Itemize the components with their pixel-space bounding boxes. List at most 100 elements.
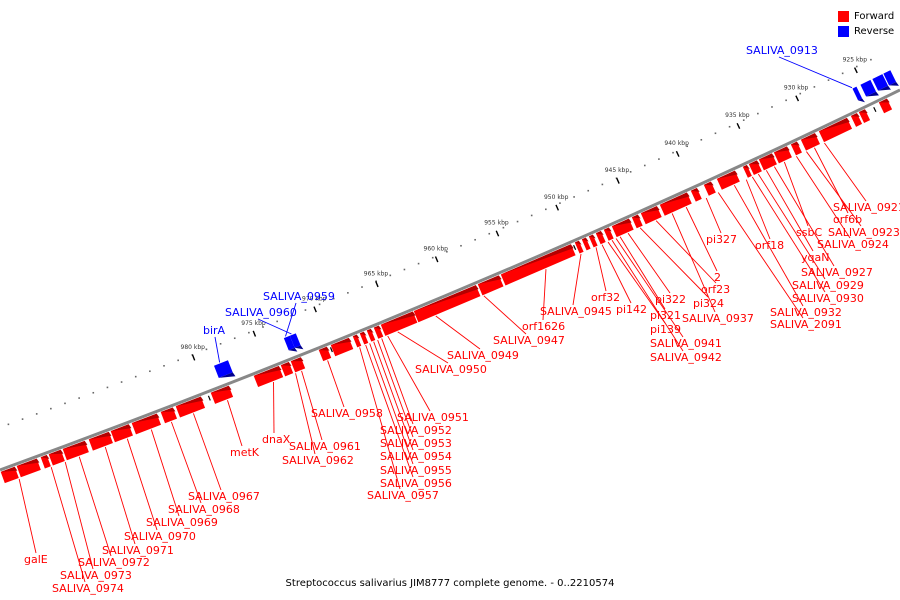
gene-label-saliva-0955[interactable]: SALIVA_0955 <box>380 464 452 477</box>
gene-label-orf18[interactable]: orf18 <box>755 239 784 252</box>
gene-shape[interactable] <box>213 360 233 378</box>
gene-shape[interactable] <box>603 227 614 241</box>
gene-block-saliva-0913[interactable] <box>860 79 879 97</box>
gene-label-saliva-0970[interactable]: SALIVA_0970 <box>124 530 196 543</box>
gene-block-saliva-0972[interactable] <box>48 449 65 466</box>
gene-label-orf6b[interactable]: orf6b <box>833 213 862 226</box>
gene-block-saliva-0968[interactable] <box>131 413 162 435</box>
gene-shape[interactable] <box>790 141 802 156</box>
gene-label-orf1626[interactable]: orf1626 <box>522 320 565 333</box>
gene-block-pi321[interactable] <box>640 206 662 225</box>
gene-block-saliva-0950[interactable] <box>413 285 481 323</box>
gene-block-saliva-0957[interactable] <box>318 346 332 362</box>
gene-block-pi324[interactable] <box>690 188 702 202</box>
gene-shape[interactable] <box>581 237 591 251</box>
gene-label-saliva-0956[interactable]: SALIVA_0956 <box>380 477 452 490</box>
gene-shape[interactable] <box>210 385 234 404</box>
gene-block-saliva-0953[interactable] <box>366 328 376 342</box>
gene-shape[interactable] <box>716 170 740 190</box>
gene-shape[interactable] <box>366 328 376 342</box>
gene-shape[interactable] <box>110 424 133 443</box>
gene-label-saliva-0969[interactable]: SALIVA_0969 <box>146 516 218 529</box>
gene-block-saliva-0945[interactable] <box>581 237 591 251</box>
gene-shape[interactable] <box>595 231 606 245</box>
gene-shape[interactable] <box>16 458 41 478</box>
gene-shape[interactable] <box>631 214 643 229</box>
gene-shape[interactable] <box>852 86 863 101</box>
gene-shape[interactable] <box>373 325 384 339</box>
gene-block-orf23[interactable] <box>703 181 716 196</box>
gene-shape[interactable] <box>850 113 863 127</box>
gene-block-saliva-0949[interactable] <box>477 275 504 296</box>
gene-label-saliva-0927[interactable]: SALIVA_0927 <box>801 266 873 279</box>
gene-label-saliva-0937[interactable]: SALIVA_0937 <box>682 312 754 325</box>
gene-shape[interactable] <box>413 285 481 323</box>
gene-label-ssbc[interactable]: ssbC <box>796 226 822 239</box>
gene-block-saliva-0954[interactable] <box>359 331 369 345</box>
gene-block-saliva-0974[interactable] <box>16 458 41 478</box>
gene-label-orf32[interactable]: orf32 <box>591 291 620 304</box>
gene-block-ssbc[interactable] <box>878 98 893 114</box>
gene-label-saliva-0921[interactable]: SALIVA_0921 <box>833 201 900 214</box>
gene-block-saliva-0961[interactable] <box>280 362 294 377</box>
gene-label-saliva-0974[interactable]: SALIVA_0974 <box>52 582 124 595</box>
gene-block-pi142[interactable] <box>595 231 606 245</box>
gene-block-saliva-0958[interactable] <box>290 357 306 373</box>
gene-block-saliva-0973[interactable] <box>40 454 51 469</box>
gene-label-saliva-0949[interactable]: SALIVA_0949 <box>447 349 519 362</box>
gene-block-pi327[interactable] <box>748 160 762 175</box>
gene-label-pi322[interactable]: pi322 <box>655 293 686 306</box>
gene-block-bira[interactable] <box>852 86 865 103</box>
gene-label-saliva-0913[interactable]: SALIVA_0913 <box>746 44 818 57</box>
gene-label-saliva-0957[interactable]: SALIVA_0957 <box>367 489 439 502</box>
gene-shape[interactable] <box>659 192 692 216</box>
gene-label-saliva-0950[interactable]: SALIVA_0950 <box>415 363 487 376</box>
gene-block-saliva-0952[interactable] <box>373 325 384 339</box>
gene-label-saliva-0959[interactable]: SALIVA_0959 <box>263 290 335 303</box>
gene-shape[interactable] <box>703 181 716 196</box>
gene-block-saliva-2091[interactable] <box>758 153 777 171</box>
gene-shape[interactable] <box>611 218 634 238</box>
gene-shape[interactable] <box>858 109 871 123</box>
gene-label-pi324[interactable]: pi324 <box>693 297 724 310</box>
gene-block-saliva-0930[interactable] <box>800 133 820 151</box>
gene-label-yqan[interactable]: yqaN <box>801 251 829 264</box>
gene-label-gale[interactable]: galE <box>24 553 48 566</box>
gene-shape[interactable] <box>742 165 752 178</box>
gene-block-saliva-0960[interactable] <box>289 333 304 350</box>
gene-label-saliva-0930[interactable]: SALIVA_0930 <box>792 292 864 305</box>
gene-label-saliva-0945[interactable]: SALIVA_0945 <box>540 305 612 318</box>
gene-block-saliva-0962[interactable] <box>253 365 284 388</box>
gene-label-metk[interactable]: metK <box>230 446 260 459</box>
gene-label-pi327[interactable]: pi327 <box>706 233 737 246</box>
gene-label-saliva-2091[interactable]: SALIVA_2091 <box>770 318 842 331</box>
gene-block-saliva-0947[interactable] <box>500 244 576 286</box>
gene-block-yqan[interactable] <box>850 113 863 127</box>
gene-shape[interactable] <box>352 334 362 348</box>
gene-label-saliva-0968[interactable]: SALIVA_0968 <box>168 503 240 516</box>
gene-label-saliva-0971[interactable]: SALIVA_0971 <box>102 544 174 557</box>
gene-shape[interactable] <box>640 206 662 225</box>
gene-label-saliva-0952[interactable]: SALIVA_0952 <box>380 424 452 437</box>
gene-shape[interactable] <box>574 240 584 254</box>
gene-label-saliva-0958[interactable]: SALIVA_0958 <box>311 407 383 420</box>
gene-block-saliva-0941[interactable] <box>631 214 643 229</box>
gene-shape[interactable] <box>88 431 113 451</box>
gene-shape[interactable] <box>62 440 89 461</box>
gene-shape[interactable] <box>883 70 897 86</box>
gene-label-saliva-0947[interactable]: SALIVA_0947 <box>493 334 565 347</box>
gene-label-pi139[interactable]: pi139 <box>650 323 681 336</box>
gene-label-saliva-0932[interactable]: SALIVA_0932 <box>770 306 842 319</box>
gene-shape[interactable] <box>380 311 418 336</box>
gene-block-metk[interactable] <box>175 396 206 418</box>
gene-shape[interactable] <box>330 337 354 357</box>
gene-label-saliva-0941[interactable]: SALIVA_0941 <box>650 337 722 350</box>
gene-block-saliva-0956[interactable] <box>330 337 354 357</box>
gene-label-2[interactable]: 2 <box>714 271 721 284</box>
gene-shape[interactable] <box>690 188 702 202</box>
gene-block-orf32[interactable] <box>588 234 598 248</box>
gene-shape[interactable] <box>253 365 284 388</box>
gene-block-saliva-0955[interactable] <box>352 334 362 348</box>
gene-shape[interactable] <box>283 335 295 351</box>
gene-block-dnax[interactable] <box>210 385 234 404</box>
